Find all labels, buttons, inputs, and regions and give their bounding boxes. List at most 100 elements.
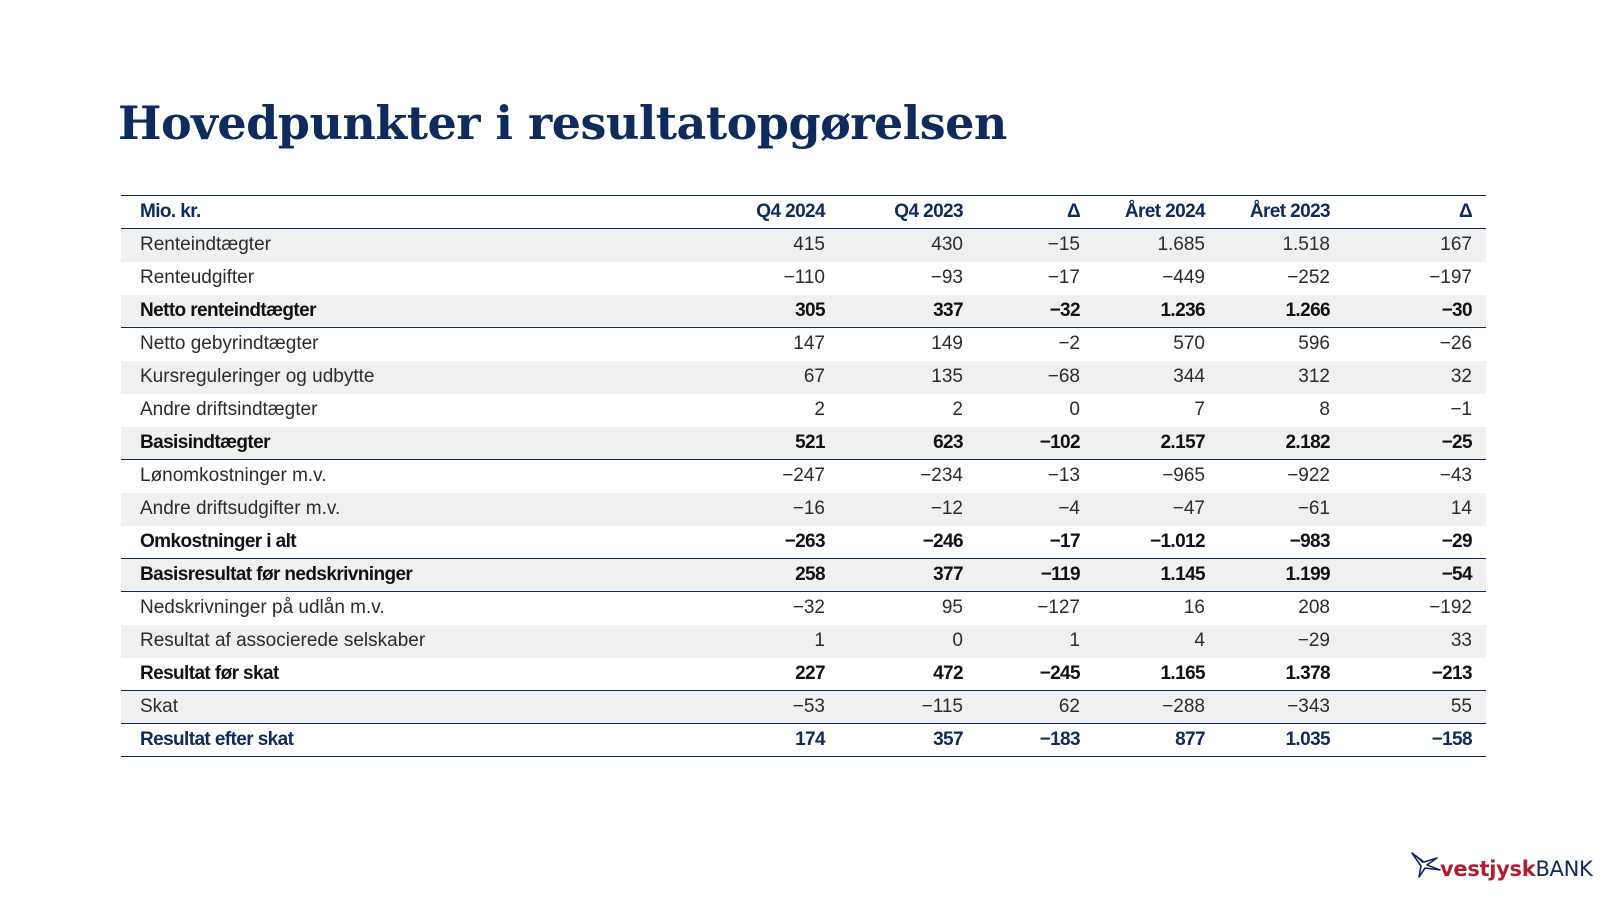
row-label: Renteindtægter [121, 228, 731, 262]
cell-value: 2 [731, 393, 839, 427]
row-label: Lønomkostninger m.v. [121, 459, 731, 493]
header-unit: Mio. kr. [121, 195, 731, 229]
cell-value: 208 [1219, 591, 1344, 625]
cell-value: 1.266 [1219, 294, 1344, 328]
cell-value: 149 [839, 327, 977, 361]
row-label: Nedskrivninger på udlån m.v. [121, 591, 731, 625]
cell-value: 16 [1094, 591, 1219, 625]
cell-value: 344 [1094, 360, 1219, 394]
table-row: Andre driftsudgifter m.v. −16 −12 −4 −47… [121, 492, 1486, 526]
cell-value: −54 [1344, 558, 1486, 592]
table-row-subtotal: Resultat før skat 227 472 −245 1.165 1.3… [121, 657, 1486, 691]
cell-value: 1.378 [1219, 657, 1344, 691]
table-row-subtotal: Basisindtægter 521 623 −102 2.157 2.182 … [121, 426, 1486, 460]
cell-value: −158 [1344, 723, 1486, 757]
cell-value: −29 [1344, 525, 1486, 559]
row-label: Andre driftsudgifter m.v. [121, 492, 731, 526]
table-row: Kursreguleringer og udbytte 67 135 −68 3… [121, 360, 1486, 394]
cell-value: 135 [839, 360, 977, 394]
cell-value: −234 [839, 459, 977, 493]
cell-value: 67 [731, 360, 839, 394]
cell-value: 1.518 [1219, 228, 1344, 262]
cell-value: −449 [1094, 261, 1219, 295]
logo-text-vestjysk: vestjysk [1440, 857, 1536, 881]
cell-value: −343 [1219, 690, 1344, 724]
row-label: Basisresultat før nedskrivninger [121, 558, 731, 592]
cell-value: 1.685 [1094, 228, 1219, 262]
cell-value: −252 [1219, 261, 1344, 295]
table-row: Netto gebyrindtægter 147 149 −2 570 596 … [121, 327, 1486, 361]
cell-value: −247 [731, 459, 839, 493]
cell-value: 227 [731, 657, 839, 691]
cell-value: 2.157 [1094, 426, 1219, 460]
vestjyskbank-logo: vestjyskBANK [1410, 850, 1593, 880]
cell-value: −115 [839, 690, 977, 724]
cell-value: 32 [1344, 360, 1486, 394]
cell-value: −16 [731, 492, 839, 526]
cell-value: 623 [839, 426, 977, 460]
cell-value: 2.182 [1219, 426, 1344, 460]
cell-value: 1.236 [1094, 294, 1219, 328]
cell-value: −43 [1344, 459, 1486, 493]
header-year-2023: Året 2023 [1219, 195, 1344, 229]
cell-value: −17 [977, 261, 1094, 295]
cell-value: 55 [1344, 690, 1486, 724]
cell-value: 1 [731, 624, 839, 658]
cell-value: −68 [977, 360, 1094, 394]
cell-value: −183 [977, 723, 1094, 757]
cell-value: −26 [1344, 327, 1486, 361]
cell-value: 62 [977, 690, 1094, 724]
cell-value: −13 [977, 459, 1094, 493]
cell-value: −1 [1344, 393, 1486, 427]
cell-value: −983 [1219, 525, 1344, 559]
header-delta-quarter: Δ [977, 195, 1094, 229]
cell-value: −263 [731, 525, 839, 559]
row-label: Kursreguleringer og udbytte [121, 360, 731, 394]
cell-value: 357 [839, 723, 977, 757]
row-label: Andre driftsindtægter [121, 393, 731, 427]
cell-value: −102 [977, 426, 1094, 460]
cell-value: 415 [731, 228, 839, 262]
cell-value: 33 [1344, 624, 1486, 658]
cell-value: 305 [731, 294, 839, 328]
cell-value: 95 [839, 591, 977, 625]
cell-value: 1.165 [1094, 657, 1219, 691]
logo-wordmark: vestjyskBANK [1440, 859, 1593, 880]
cell-value: 147 [731, 327, 839, 361]
cell-value: −53 [731, 690, 839, 724]
cell-value: 596 [1219, 327, 1344, 361]
cell-value: −25 [1344, 426, 1486, 460]
cell-value: −922 [1219, 459, 1344, 493]
cell-value: −61 [1219, 492, 1344, 526]
table-row: Skat −53 −115 62 −288 −343 55 [121, 690, 1486, 724]
cell-value: −1.012 [1094, 525, 1219, 559]
row-label: Resultat af associerede selskaber [121, 624, 731, 658]
row-label: Resultat før skat [121, 657, 731, 691]
cell-value: −12 [839, 492, 977, 526]
cell-value: −30 [1344, 294, 1486, 328]
cell-value: 312 [1219, 360, 1344, 394]
page-title: Hovedpunkter i resultatopgørelsen [118, 96, 1007, 150]
header-delta-year: Δ [1344, 195, 1486, 229]
cell-value: 2 [839, 393, 977, 427]
cell-value: 570 [1094, 327, 1219, 361]
cell-value: 521 [731, 426, 839, 460]
table-row-subtotal: Basisresultat før nedskrivninger 258 377… [121, 558, 1486, 592]
table-row: Renteindtægter 415 430 −15 1.685 1.518 1… [121, 228, 1486, 262]
cell-value: 1 [977, 624, 1094, 658]
cell-value: 8 [1219, 393, 1344, 427]
table-row: Nedskrivninger på udlån m.v. −32 95 −127… [121, 591, 1486, 625]
row-label: Resultat efter skat [121, 723, 731, 757]
cell-value: 877 [1094, 723, 1219, 757]
cell-value: 14 [1344, 492, 1486, 526]
header-q4-2023: Q4 2023 [839, 195, 977, 229]
cell-value: −127 [977, 591, 1094, 625]
cell-value: −110 [731, 261, 839, 295]
table-row-subtotal: Netto renteindtægter 305 337 −32 1.236 1… [121, 294, 1486, 328]
cell-value: −15 [977, 228, 1094, 262]
cell-value: 430 [839, 228, 977, 262]
cell-value: −29 [1219, 624, 1344, 658]
cell-value: 337 [839, 294, 977, 328]
cell-value: −4 [977, 492, 1094, 526]
cell-value: −32 [731, 591, 839, 625]
